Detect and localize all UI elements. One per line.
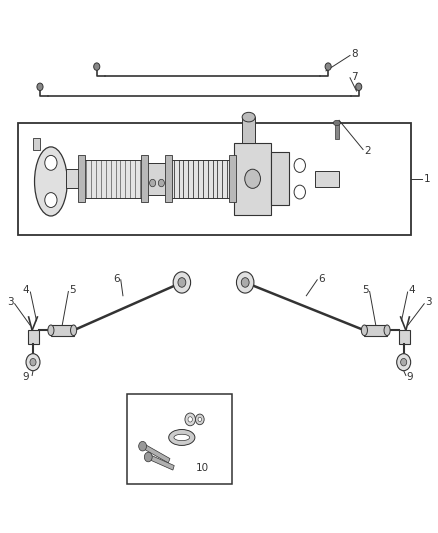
Circle shape xyxy=(397,354,411,370)
Text: 4: 4 xyxy=(409,286,415,295)
Circle shape xyxy=(356,83,362,91)
Circle shape xyxy=(150,179,155,187)
Text: 4: 4 xyxy=(23,286,29,295)
Text: 3: 3 xyxy=(7,297,14,307)
Ellipse shape xyxy=(384,325,390,336)
Text: 6: 6 xyxy=(113,274,120,284)
Bar xyxy=(81,160,145,198)
Bar xyxy=(141,156,148,202)
Bar xyxy=(229,156,236,202)
Bar xyxy=(127,394,232,484)
Bar xyxy=(169,160,232,198)
Text: 3: 3 xyxy=(425,297,432,307)
Circle shape xyxy=(188,417,192,422)
Circle shape xyxy=(94,63,100,70)
Bar xyxy=(78,156,85,202)
Ellipse shape xyxy=(169,430,195,446)
Ellipse shape xyxy=(174,434,190,441)
Bar xyxy=(315,171,339,187)
Circle shape xyxy=(139,441,147,451)
Circle shape xyxy=(237,272,254,293)
Text: 10: 10 xyxy=(196,463,209,473)
Bar xyxy=(242,117,255,143)
Bar xyxy=(28,330,39,344)
Circle shape xyxy=(185,413,195,426)
Ellipse shape xyxy=(71,325,77,336)
Bar xyxy=(66,169,81,188)
Ellipse shape xyxy=(35,147,67,216)
Circle shape xyxy=(401,359,407,366)
Bar xyxy=(143,444,170,463)
Bar xyxy=(33,138,39,150)
Circle shape xyxy=(158,179,164,187)
Ellipse shape xyxy=(242,112,255,122)
Text: 7: 7 xyxy=(351,72,358,82)
Circle shape xyxy=(245,169,261,188)
Bar xyxy=(165,156,172,202)
Circle shape xyxy=(145,452,152,462)
Circle shape xyxy=(26,354,40,370)
Ellipse shape xyxy=(333,120,340,126)
Bar xyxy=(335,123,339,139)
Circle shape xyxy=(37,83,43,91)
Circle shape xyxy=(294,159,305,172)
Circle shape xyxy=(178,278,186,287)
Text: 9: 9 xyxy=(407,372,413,382)
Circle shape xyxy=(195,414,204,425)
Circle shape xyxy=(173,272,191,293)
Circle shape xyxy=(325,63,331,70)
Text: 1: 1 xyxy=(424,174,430,184)
Text: 9: 9 xyxy=(22,372,29,382)
Circle shape xyxy=(198,417,201,422)
Bar xyxy=(51,325,74,336)
Bar xyxy=(364,325,387,336)
Bar xyxy=(272,152,289,205)
Ellipse shape xyxy=(361,325,367,336)
Text: 8: 8 xyxy=(351,49,358,59)
Circle shape xyxy=(45,156,57,170)
Ellipse shape xyxy=(48,325,54,336)
Bar xyxy=(234,143,272,215)
Text: 2: 2 xyxy=(364,146,371,156)
Text: 5: 5 xyxy=(362,286,369,295)
Bar xyxy=(399,330,410,344)
Bar xyxy=(145,163,169,195)
Bar xyxy=(148,455,174,470)
Text: 6: 6 xyxy=(318,274,325,284)
Circle shape xyxy=(241,278,249,287)
Circle shape xyxy=(294,185,305,199)
Bar xyxy=(18,123,411,235)
Circle shape xyxy=(30,359,36,366)
Text: 5: 5 xyxy=(69,286,76,295)
Circle shape xyxy=(45,192,57,207)
